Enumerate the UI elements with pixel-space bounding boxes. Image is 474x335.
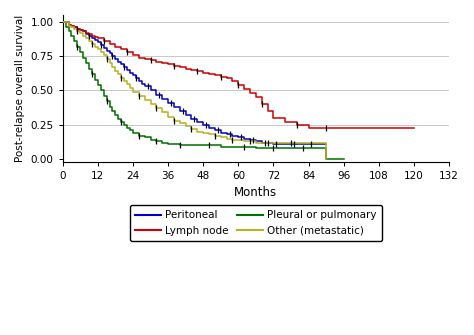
Legend: Peritoneal, Lymph node, Pleural or pulmonary, Other (metastatic): Peritoneal, Lymph node, Pleural or pulmo… xyxy=(130,205,382,241)
X-axis label: Months: Months xyxy=(234,187,277,199)
Y-axis label: Post-relapse overall survival: Post-relapse overall survival xyxy=(15,15,25,162)
